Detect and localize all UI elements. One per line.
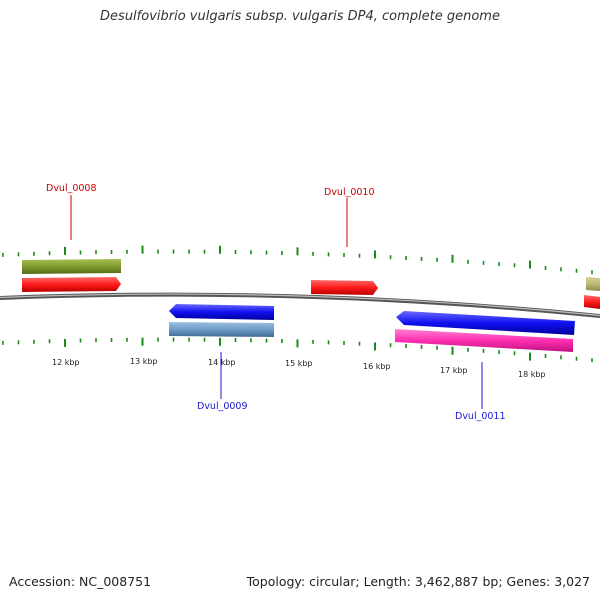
genome-title: Desulfovibrio vulgaris subsp. vulgaris D… (100, 9, 500, 24)
scale-label-17: 17 kbp (440, 366, 468, 375)
cds-track-bar (169, 322, 274, 337)
label-leaders (70, 195, 483, 409)
gene-arrow-forward[interactable] (311, 280, 378, 295)
gene-label-dvul-0009[interactable]: Dvul_0009 (197, 401, 248, 412)
scale-label-16: 16 kbp (363, 362, 391, 371)
tick-row-outer (2, 245, 593, 275)
gene-dvul-0009[interactable] (169, 304, 274, 337)
accession-text: Accession: NC_008751 (9, 574, 152, 589)
gene-arrow-reverse[interactable] (169, 304, 274, 320)
gene-label-dvul-0008[interactable]: Dvul_0008 (46, 183, 97, 194)
tick-row-inner (2, 337, 593, 363)
scale-label-14: 14 kbp (208, 358, 236, 367)
scale-label-15: 15 kbp (285, 359, 313, 368)
scale-labels: 12 kbp 13 kbp 14 kbp 15 kbp 16 kbp 17 kb… (52, 357, 546, 379)
gene-dvul-0010[interactable] (311, 280, 378, 295)
gene-dvul-0008[interactable] (22, 259, 121, 292)
scale-label-18: 18 kbp (518, 370, 546, 379)
genome-backbone (0, 292, 600, 318)
gene-label-dvul-0010[interactable]: Dvul_0010 (324, 187, 375, 198)
rna-track-bar (395, 329, 573, 352)
scale-label-13: 13 kbp (130, 357, 158, 366)
genome-summary: Topology: circular; Length: 3,462,887 bp… (246, 574, 590, 589)
gene-arrow-reverse[interactable] (396, 311, 575, 335)
cds-track-bar (22, 259, 121, 274)
gene-dvul-0011[interactable] (395, 311, 575, 352)
gene-label-dvul-0011[interactable]: Dvul_0011 (455, 411, 506, 422)
scale-label-12: 12 kbp (52, 358, 80, 367)
partial-feature-right (584, 277, 600, 309)
gene-arrow-forward[interactable] (22, 277, 121, 292)
